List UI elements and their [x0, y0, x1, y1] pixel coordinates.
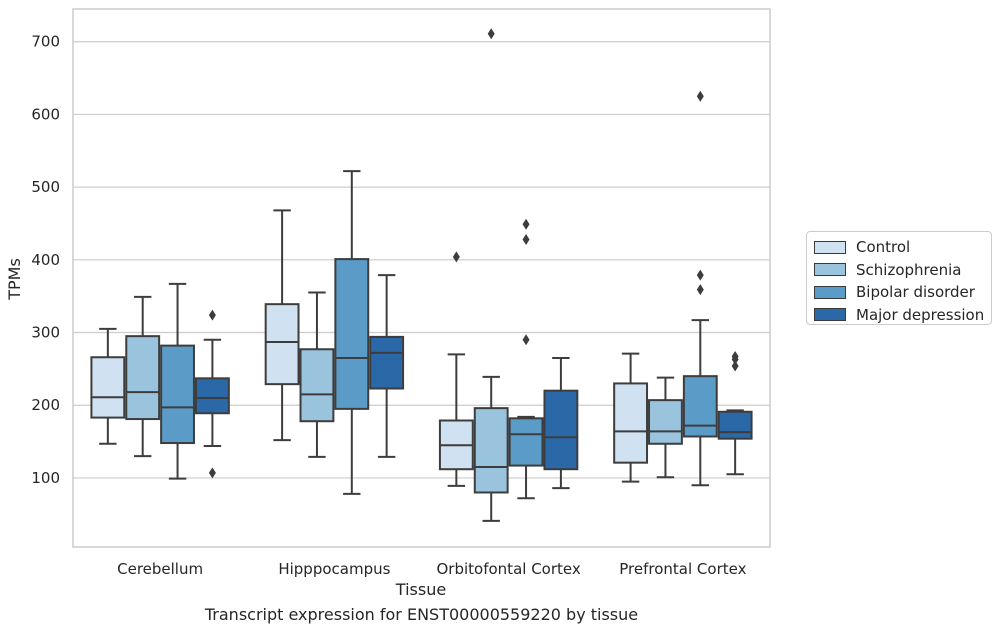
legend-label: Bipolar disorder: [856, 283, 975, 302]
legend-item: Control: [814, 236, 991, 259]
legend-swatch: [814, 308, 846, 322]
y-tick-label: 300: [31, 324, 60, 342]
y-tick-label: 500: [31, 178, 60, 196]
box-1-3: [369, 274, 405, 458]
legend-label: Control: [856, 238, 911, 257]
x-axis-label: Tissue: [395, 580, 446, 599]
outlier-point: [696, 90, 704, 102]
box-2-0: [438, 251, 474, 487]
box-0-1: [125, 295, 161, 458]
box-iqr: [264, 303, 300, 386]
y-axis-label: TPMs: [5, 258, 24, 301]
legend-item: Bipolar disorder: [814, 281, 991, 304]
outlier-point: [522, 233, 530, 245]
box-1-0: [264, 209, 300, 442]
legend-swatch: [814, 263, 846, 277]
box-3-0: [613, 352, 649, 483]
box-iqr: [160, 344, 195, 445]
y-tick-label: 700: [31, 33, 60, 51]
outlier-point: [731, 353, 739, 365]
box-iqr: [125, 335, 161, 421]
box-iqr: [334, 258, 370, 410]
outlier-point: [731, 360, 739, 372]
legend-swatch: [814, 240, 846, 254]
y-tick-label: 400: [31, 251, 60, 269]
box-1-1: [299, 291, 335, 458]
legend-swatch: [814, 285, 846, 299]
x-tick-label: Cerebellum: [117, 560, 203, 578]
plot-frame: [72, 8, 771, 548]
box-3-1: [648, 376, 683, 479]
x-axis-ticks: Cerebellum Hipppocampus Orbitofontal Corte…: [117, 560, 746, 578]
box-iqr: [473, 407, 509, 494]
legend-label: Major depression: [856, 305, 985, 324]
legend-item: Schizophrenia: [814, 259, 991, 282]
box-iqr: [613, 382, 649, 464]
box-iqr: [508, 417, 544, 467]
box-0-3: [194, 309, 230, 479]
box-0-2: [160, 282, 195, 480]
legend-item: Major depression: [814, 304, 991, 327]
box-2-1: [473, 28, 509, 522]
outlier-point: [208, 467, 216, 479]
x-tick-label: Orbitofontal Cortex: [437, 560, 581, 578]
outlier-point: [487, 28, 495, 40]
box-iqr: [299, 348, 335, 423]
box-2-3: [543, 356, 579, 490]
box-0-0: [90, 327, 126, 445]
legend-label: Schizophrenia: [856, 260, 962, 279]
outlier-point: [696, 269, 704, 281]
figure-caption: Transcript expression for ENST0000055922…: [204, 605, 639, 624]
outlier-point: [208, 309, 216, 321]
box-iqr: [648, 399, 683, 445]
box-3-2: [682, 90, 718, 487]
y-tick-label: 200: [31, 396, 60, 414]
legend: Control Schizophrenia Bipolar disorder Majo…: [806, 231, 992, 325]
outlier-point: [522, 334, 530, 346]
box-iqr: [717, 410, 753, 440]
box-3-3: [717, 351, 753, 476]
box-iqr: [543, 389, 579, 471]
box-iqr: [682, 375, 718, 438]
x-tick-label: Prefrontal Cortex: [619, 560, 746, 578]
outlier-point: [696, 284, 704, 296]
y-tick-label: 600: [31, 105, 60, 123]
box-iqr: [369, 335, 405, 390]
box-1-2: [334, 170, 370, 495]
box-2-2: [508, 218, 544, 500]
outlier-point: [522, 218, 530, 230]
box-groups: [90, 28, 753, 522]
outlier-point: [452, 251, 460, 263]
y-tick-label: 100: [31, 469, 60, 487]
box-iqr: [194, 377, 230, 415]
x-tick-label: Hipppocampus: [278, 560, 390, 578]
box-iqr: [90, 356, 126, 419]
y-axis-ticks: 100 200 300 400 500 600 700: [31, 33, 60, 487]
